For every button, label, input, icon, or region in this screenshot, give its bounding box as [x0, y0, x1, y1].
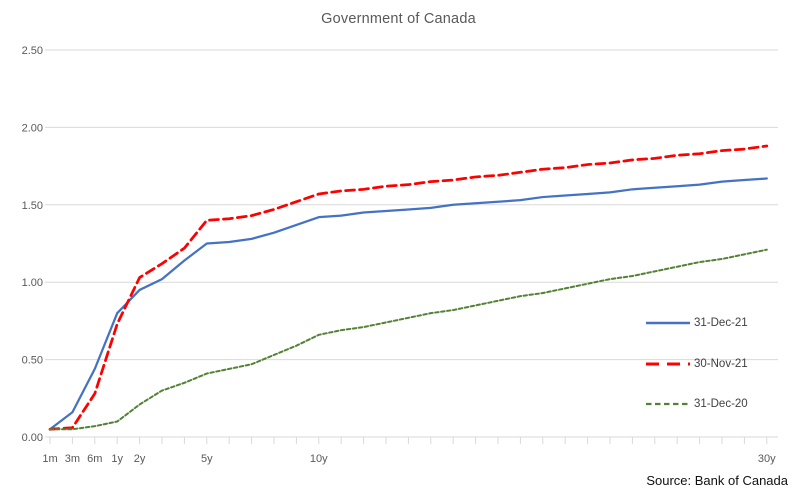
legend-line-sample: [646, 362, 690, 366]
x-axis-label: 6m: [87, 453, 102, 465]
legend-label: 30-Nov-21: [694, 357, 748, 370]
x-axis-label: 10y: [310, 453, 328, 465]
legend-item: 30-Nov-21: [645, 344, 748, 385]
legend-label: 31-Dec-20: [694, 398, 748, 411]
y-axis-label: 2.00: [22, 122, 43, 134]
x-axis-label: 2y: [134, 453, 146, 465]
x-axis-label: 30y: [758, 453, 776, 465]
y-axis-label: 0.00: [22, 432, 43, 444]
legend-label: 31-Dec-21: [694, 317, 748, 330]
x-axis-label: 1y: [111, 453, 123, 465]
x-axis-label: 5y: [201, 453, 213, 465]
chart-title: Government of Canada: [321, 11, 476, 27]
source-note: Source: Bank of Canada: [646, 473, 788, 488]
y-axis-label: 2.50: [22, 45, 43, 57]
legend-item: 31-Dec-21: [645, 303, 748, 344]
legend: 31-Dec-21 30-Nov-21 31-Dec-20: [645, 303, 748, 425]
series-line-31-Dec-20: [49, 248, 768, 431]
series-line-30-Nov-21: [48, 144, 769, 431]
series-line-31-Dec-21: [48, 177, 768, 431]
y-axis-label: 0.50: [22, 355, 43, 367]
y-axis-label: 1.50: [22, 200, 43, 212]
y-axis-label: 1.00: [22, 277, 43, 289]
legend-item: 31-Dec-20: [645, 384, 748, 425]
x-axis-label: 1m: [42, 453, 57, 465]
legend-line-sample: [646, 322, 690, 325]
x-axis-label: 3m: [65, 453, 80, 465]
legend-line-sample: [646, 403, 690, 406]
